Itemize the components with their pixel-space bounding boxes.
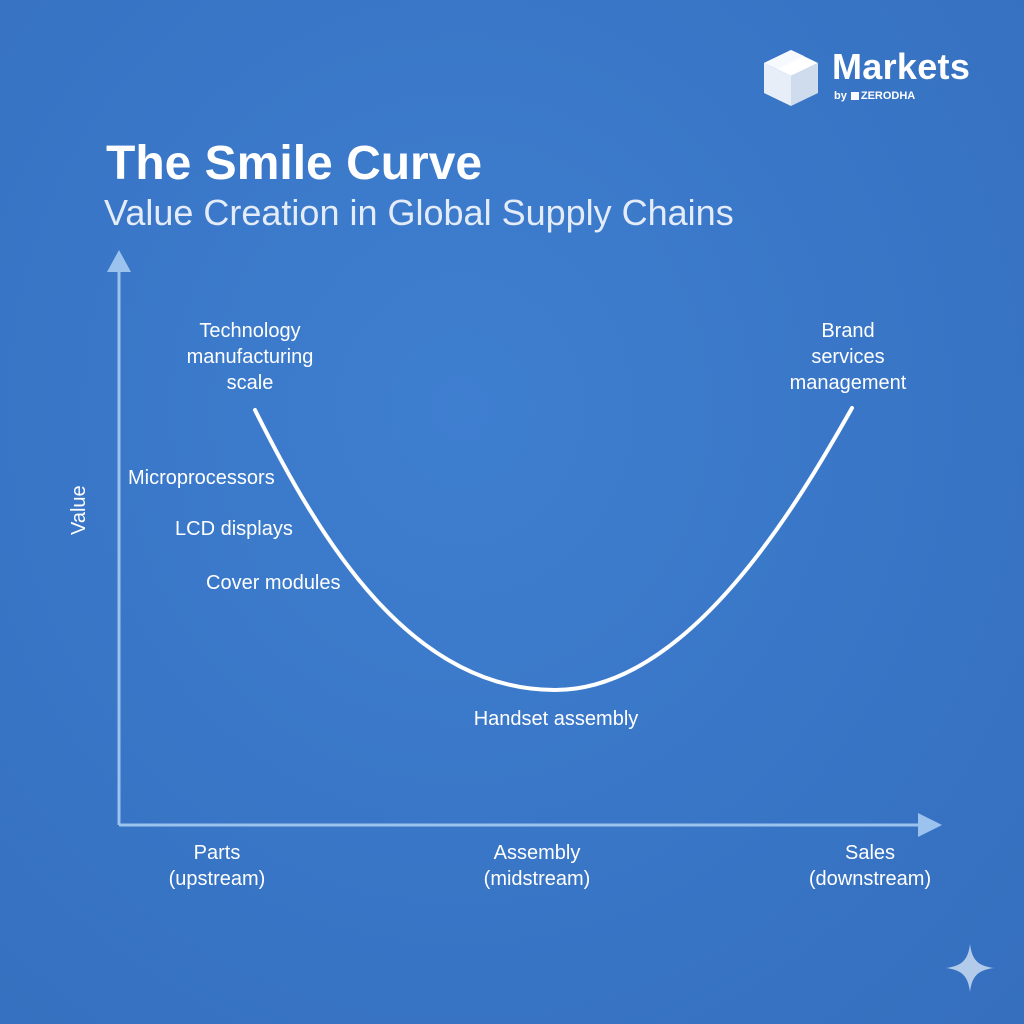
brand-name: Markets xyxy=(832,46,971,87)
label-handset-assembly: Handset assembly xyxy=(473,708,639,730)
label-cover-modules: Cover modules xyxy=(206,572,341,594)
label-brand-services-management: Brand services management xyxy=(758,318,938,396)
x-label-assembly-line1: Assembly xyxy=(493,842,581,864)
brand-subtitle: by ZERODHA xyxy=(834,90,915,102)
y-axis-arrow xyxy=(107,250,131,272)
smile-curve xyxy=(253,406,854,693)
brand-sub-name: ZERODHA xyxy=(860,90,916,102)
page-title: The Smile Curve xyxy=(106,137,483,190)
label-microprocessors: Microprocessors xyxy=(128,467,275,489)
x-label-assembly: Assembly (midstream) xyxy=(437,840,637,892)
x-label-assembly-line2: (midstream) xyxy=(483,868,591,890)
brand-sub-prefix: by xyxy=(834,90,847,102)
x-axis-arrow xyxy=(918,813,942,837)
x-label-parts: Parts (upstream) xyxy=(117,840,317,892)
label-lcd-displays: LCD displays xyxy=(175,518,293,540)
zerodha-mark-icon xyxy=(850,92,859,100)
label-brand: Brand xyxy=(821,320,875,342)
y-axis-label: Value xyxy=(68,485,90,535)
x-label-sales-line2: (downstream) xyxy=(808,868,932,890)
x-label-parts-line1: Parts xyxy=(193,842,241,864)
brand-logo: Markets by ZERODHA xyxy=(760,44,1000,114)
x-label-sales-line1: Sales xyxy=(844,842,896,864)
x-label-sales: Sales (downstream) xyxy=(770,840,970,892)
label-scale: scale xyxy=(226,372,274,394)
label-management: management xyxy=(789,372,907,394)
label-services: services xyxy=(811,346,885,368)
label-technology: Technology xyxy=(199,320,301,342)
page-subtitle: Value Creation in Global Supply Chains xyxy=(104,192,734,233)
label-manufacturing: manufacturing xyxy=(186,346,314,368)
x-label-parts-line2: (upstream) xyxy=(168,868,266,890)
logo-cube-icon xyxy=(764,50,818,106)
sparkle-icon xyxy=(946,944,994,992)
label-technology-manufacturing-scale: Technology manufacturing scale xyxy=(160,318,340,396)
